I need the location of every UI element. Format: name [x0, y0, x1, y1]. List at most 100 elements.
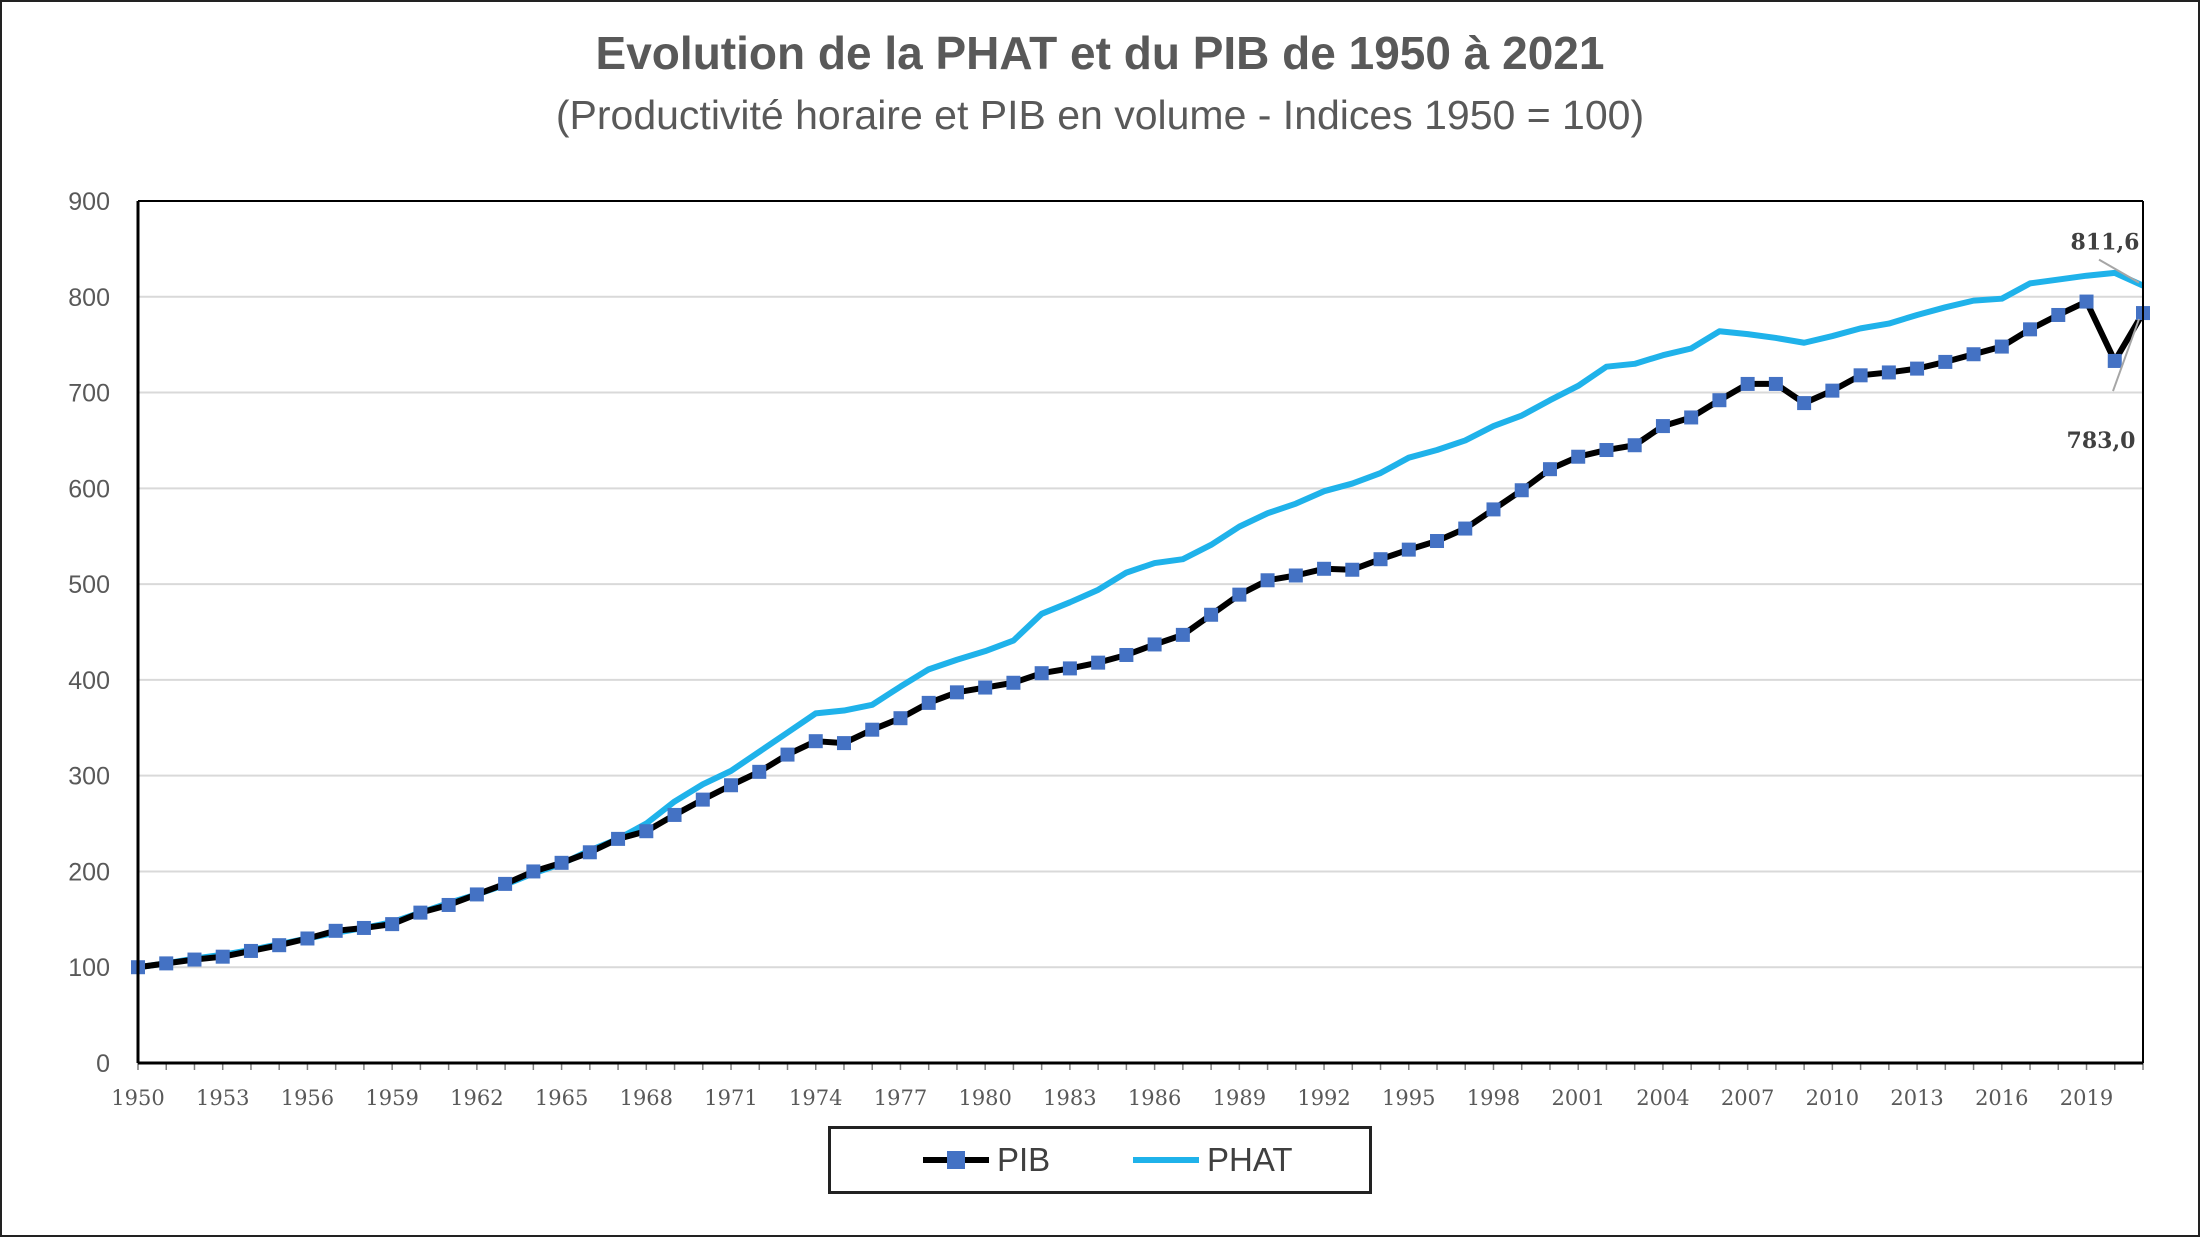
pib-point [1034, 666, 1049, 681]
pib-point [836, 736, 851, 751]
pib-point [808, 734, 823, 749]
pib-point [1486, 502, 1501, 517]
series-pib [131, 294, 2150, 975]
pib-point [1599, 443, 1614, 458]
x-tick-label: 1959 [365, 1086, 418, 1110]
y-tick-label: 100 [68, 954, 110, 982]
legend-item-pib: PIB [921, 1129, 1050, 1191]
pib-point [1910, 361, 1925, 376]
pib-point [752, 764, 767, 779]
pib-point [724, 778, 739, 793]
x-tick-label: 2001 [1551, 1086, 1604, 1110]
pib-point [300, 931, 315, 946]
pib-point [2079, 294, 2094, 309]
x-tick-label: 1962 [450, 1086, 503, 1110]
phat-line [137, 269, 2145, 971]
annotations: 811,6 783,0 [2067, 230, 2140, 454]
pib-point [1204, 607, 1219, 622]
pib-point [1684, 410, 1699, 425]
legend-swatch-pib [923, 1151, 989, 1169]
pib-point [356, 920, 371, 935]
x-tick-label: 2016 [1975, 1086, 2028, 1110]
pib-point [526, 864, 541, 879]
plot-area-border [136, 200, 2144, 1065]
pib-point [1119, 647, 1134, 662]
pib-point [1458, 521, 1473, 536]
pib-point [1345, 562, 1360, 577]
pib-point [1147, 637, 1162, 652]
pib-point [1627, 438, 1642, 453]
gridlines [138, 295, 2143, 969]
pib-point [1062, 661, 1077, 676]
pib-point [1317, 561, 1332, 576]
x-tick-label: 1998 [1467, 1086, 1520, 1110]
x-tick-label: 2010 [1806, 1086, 1859, 1110]
pib-point [1373, 552, 1388, 567]
y-tick-label: 300 [68, 763, 110, 791]
x-tick-label: 1953 [196, 1086, 249, 1110]
x-tick-label: 1968 [620, 1086, 673, 1110]
y-tick-label: 700 [68, 380, 110, 408]
pib-point [441, 897, 456, 912]
legend-item-phat: PHAT [1131, 1129, 1293, 1191]
pib-point [159, 956, 174, 971]
chart-subtitle: (Productivité horaire et PIB en volume -… [555, 92, 1645, 138]
pib-point [1401, 542, 1416, 557]
pib-point [1260, 573, 1275, 588]
x-tick-label: 1950 [111, 1086, 164, 1110]
pib-point [1542, 462, 1557, 477]
pib-point [780, 747, 795, 762]
pib-point [639, 824, 654, 839]
pib-point [1853, 368, 1868, 383]
x-tick-label: 1974 [789, 1086, 842, 1110]
pib-point [385, 917, 400, 932]
pib-point [413, 905, 428, 920]
chart-title: Evolution de la PHAT et du PIB de 1950 à… [595, 27, 1605, 79]
y-tick-label: 0 [96, 1050, 110, 1078]
pib-point [893, 711, 908, 726]
pib-point [1571, 449, 1586, 464]
pib-point [1175, 627, 1190, 642]
y-tick-label: 200 [68, 858, 110, 886]
x-tick-label: 2013 [1890, 1086, 1943, 1110]
legend-label-phat: PHAT [1207, 1141, 1293, 1178]
pib-point [695, 792, 710, 807]
pib-point [1514, 483, 1529, 498]
pib-point [1430, 534, 1445, 549]
pib-point [949, 685, 964, 700]
pib-point [1091, 655, 1106, 670]
pib-point [2107, 353, 2122, 368]
y-tick-label: 800 [68, 284, 110, 312]
x-tick-label: 1965 [535, 1086, 588, 1110]
pib-point [865, 722, 880, 737]
x-tick-label: 1977 [874, 1086, 927, 1110]
pib-point [978, 680, 993, 695]
pib-point [1232, 587, 1247, 602]
pib-point [1740, 376, 1755, 391]
x-tick-label: 1989 [1213, 1086, 1266, 1110]
pib-point [1288, 568, 1303, 583]
pib-point [1938, 354, 1953, 369]
pib-point [469, 887, 484, 902]
pib-point [2023, 322, 2038, 337]
annotation-leader-phat [2098, 258, 2140, 284]
y-tick-label: 400 [68, 667, 110, 695]
x-tick-label: 2007 [1721, 1086, 1774, 1110]
series-phat [137, 269, 2145, 971]
x-tick-label: 1995 [1382, 1086, 1435, 1110]
y-tick-label: 500 [68, 571, 110, 599]
pib-point [1825, 383, 1840, 398]
legend: PIB PHAT [828, 1126, 1372, 1194]
pib-point [187, 952, 202, 967]
pib-point [1966, 347, 1981, 362]
y-tick-label: 600 [68, 475, 110, 503]
pib-point [498, 876, 513, 891]
y-tick-label: 900 [68, 188, 110, 216]
pib-point [1712, 393, 1727, 408]
x-tick-label: 1980 [958, 1086, 1011, 1110]
x-axis-ticks: 1950 1953 1956 1959 1962 1965 1968 1971 1974 1977… [111, 1063, 2144, 1110]
pib-line [137, 298, 2146, 971]
x-tick-label: 2004 [1636, 1086, 1689, 1110]
